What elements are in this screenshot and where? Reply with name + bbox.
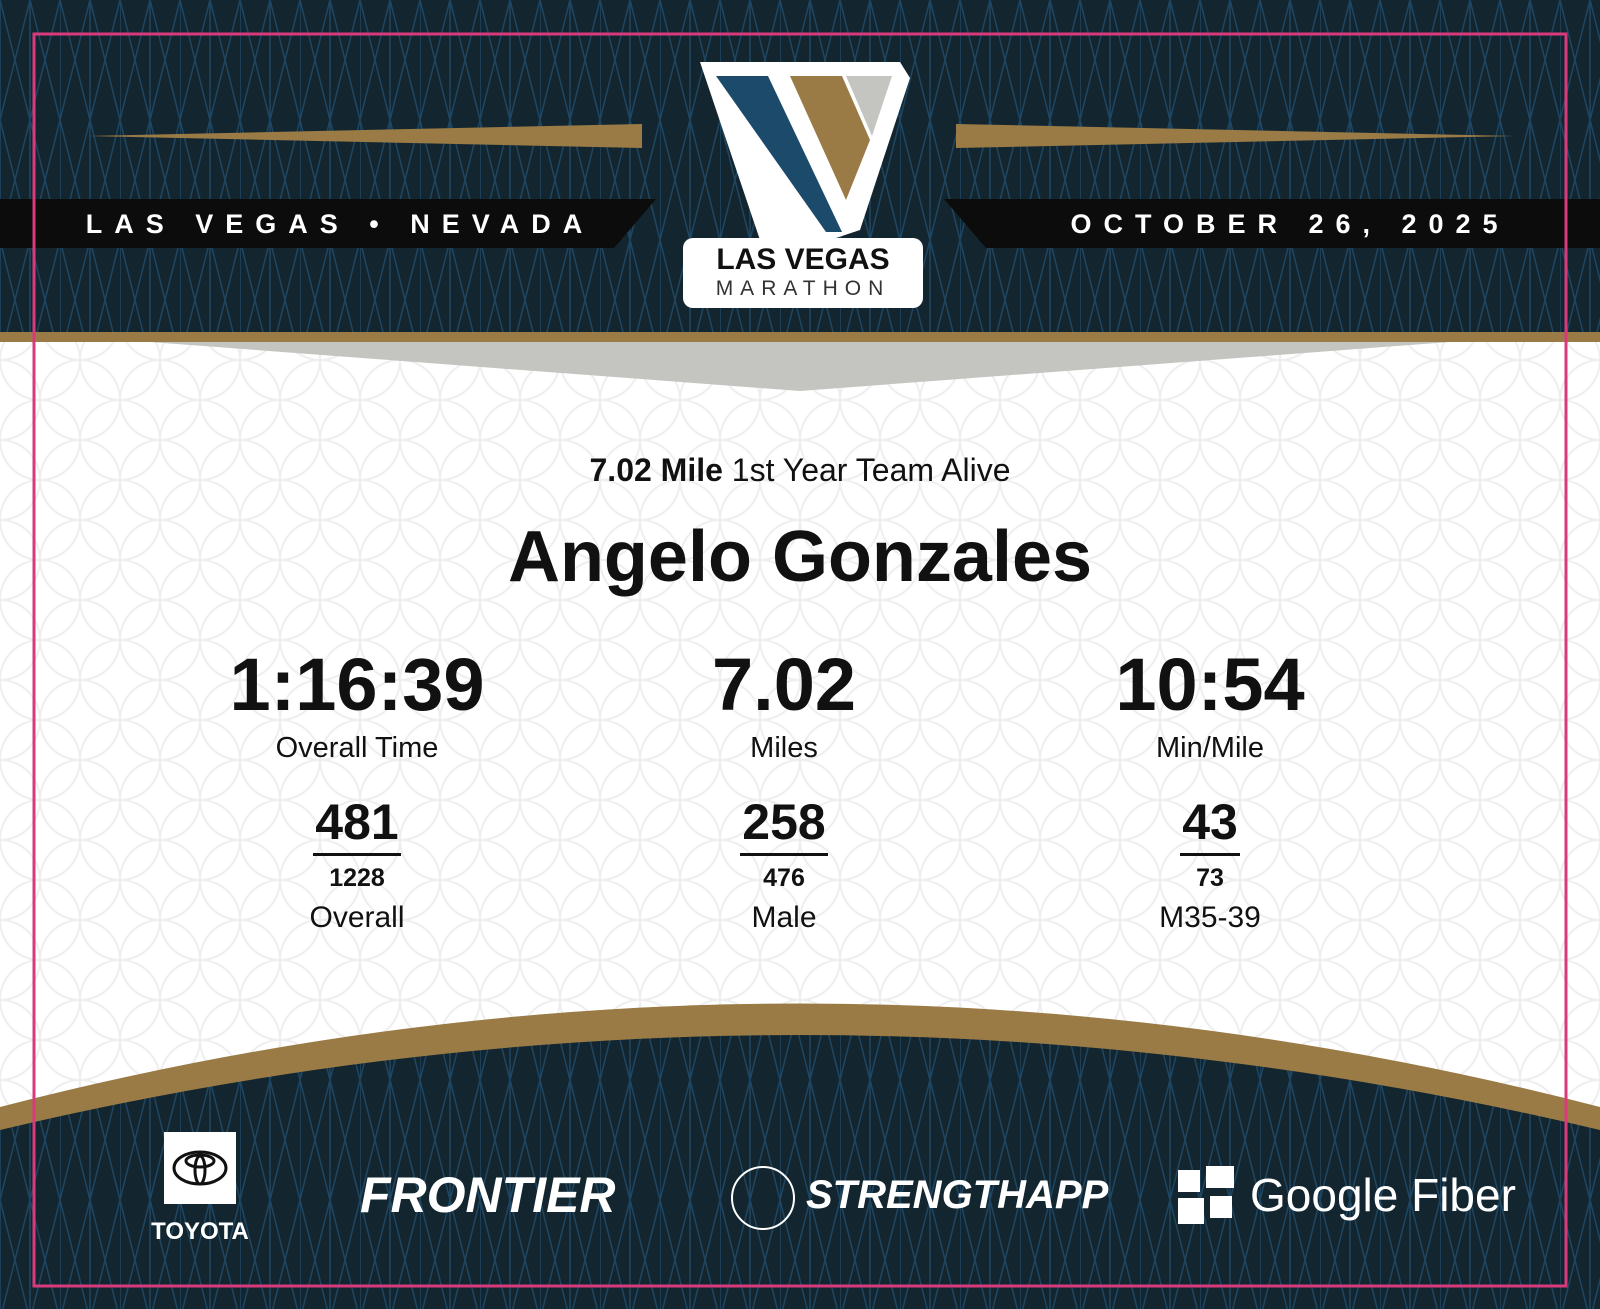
event-distance: 7.02 Mile	[589, 452, 723, 488]
logo-title: LAS VEGAS	[716, 243, 890, 276]
rank-total: 73	[1196, 864, 1224, 892]
rank-total: 476	[763, 864, 805, 892]
stat-label: Overall Time	[275, 732, 439, 764]
sponsor-toyota: TOYOTA	[151, 1218, 249, 1245]
rank-place: 258	[740, 797, 828, 856]
las-vegas-marathon-logo	[683, 62, 923, 308]
toyota-logo	[164, 1132, 236, 1204]
stat-miles: 7.02 Miles 258 476 Male	[574, 648, 994, 935]
rank-label: Overall	[309, 901, 405, 934]
sponsor-strengthapp: STRENGTHAPP	[806, 1172, 1109, 1217]
logo-subtitle: MARATHON	[715, 277, 891, 300]
rank-label: Male	[751, 901, 817, 934]
strengthapp-icon	[731, 1166, 795, 1230]
event-date: OCTOBER 26, 2025	[1070, 208, 1510, 239]
rank-place: 481	[313, 797, 401, 856]
stat-label: Min/Mile	[1156, 732, 1264, 764]
athlete-name: Angelo Gonzales	[507, 517, 1093, 597]
event-subtitle: 7.02 Mile 1st Year Team Alive	[0, 452, 1600, 489]
location-label: LAS VEGAS • NEVADA	[85, 208, 595, 239]
stat-value: 7.02	[711, 643, 857, 726]
sponsor-google-fiber: Google Fiber	[1250, 1169, 1516, 1221]
team-name: 1st Year Team Alive	[731, 452, 1011, 488]
stat-value: 1:16:39	[229, 643, 485, 726]
toyota-emblem-icon	[172, 1150, 228, 1186]
stat-value: 10:54	[1115, 643, 1305, 726]
stat-overall-time: 1:16:39 Overall Time 481 1228 Overall	[147, 648, 567, 935]
rank-place: 43	[1180, 797, 1240, 856]
rank-total: 1228	[329, 864, 385, 892]
sponsor-frontier: FRONTIER	[360, 1167, 616, 1223]
google-fiber-icon	[1178, 1166, 1234, 1224]
stat-pace: 10:54 Min/Mile 43 73 M35-39	[1000, 648, 1420, 935]
rank-label: M35-39	[1159, 901, 1261, 934]
stat-label: Miles	[750, 732, 818, 764]
